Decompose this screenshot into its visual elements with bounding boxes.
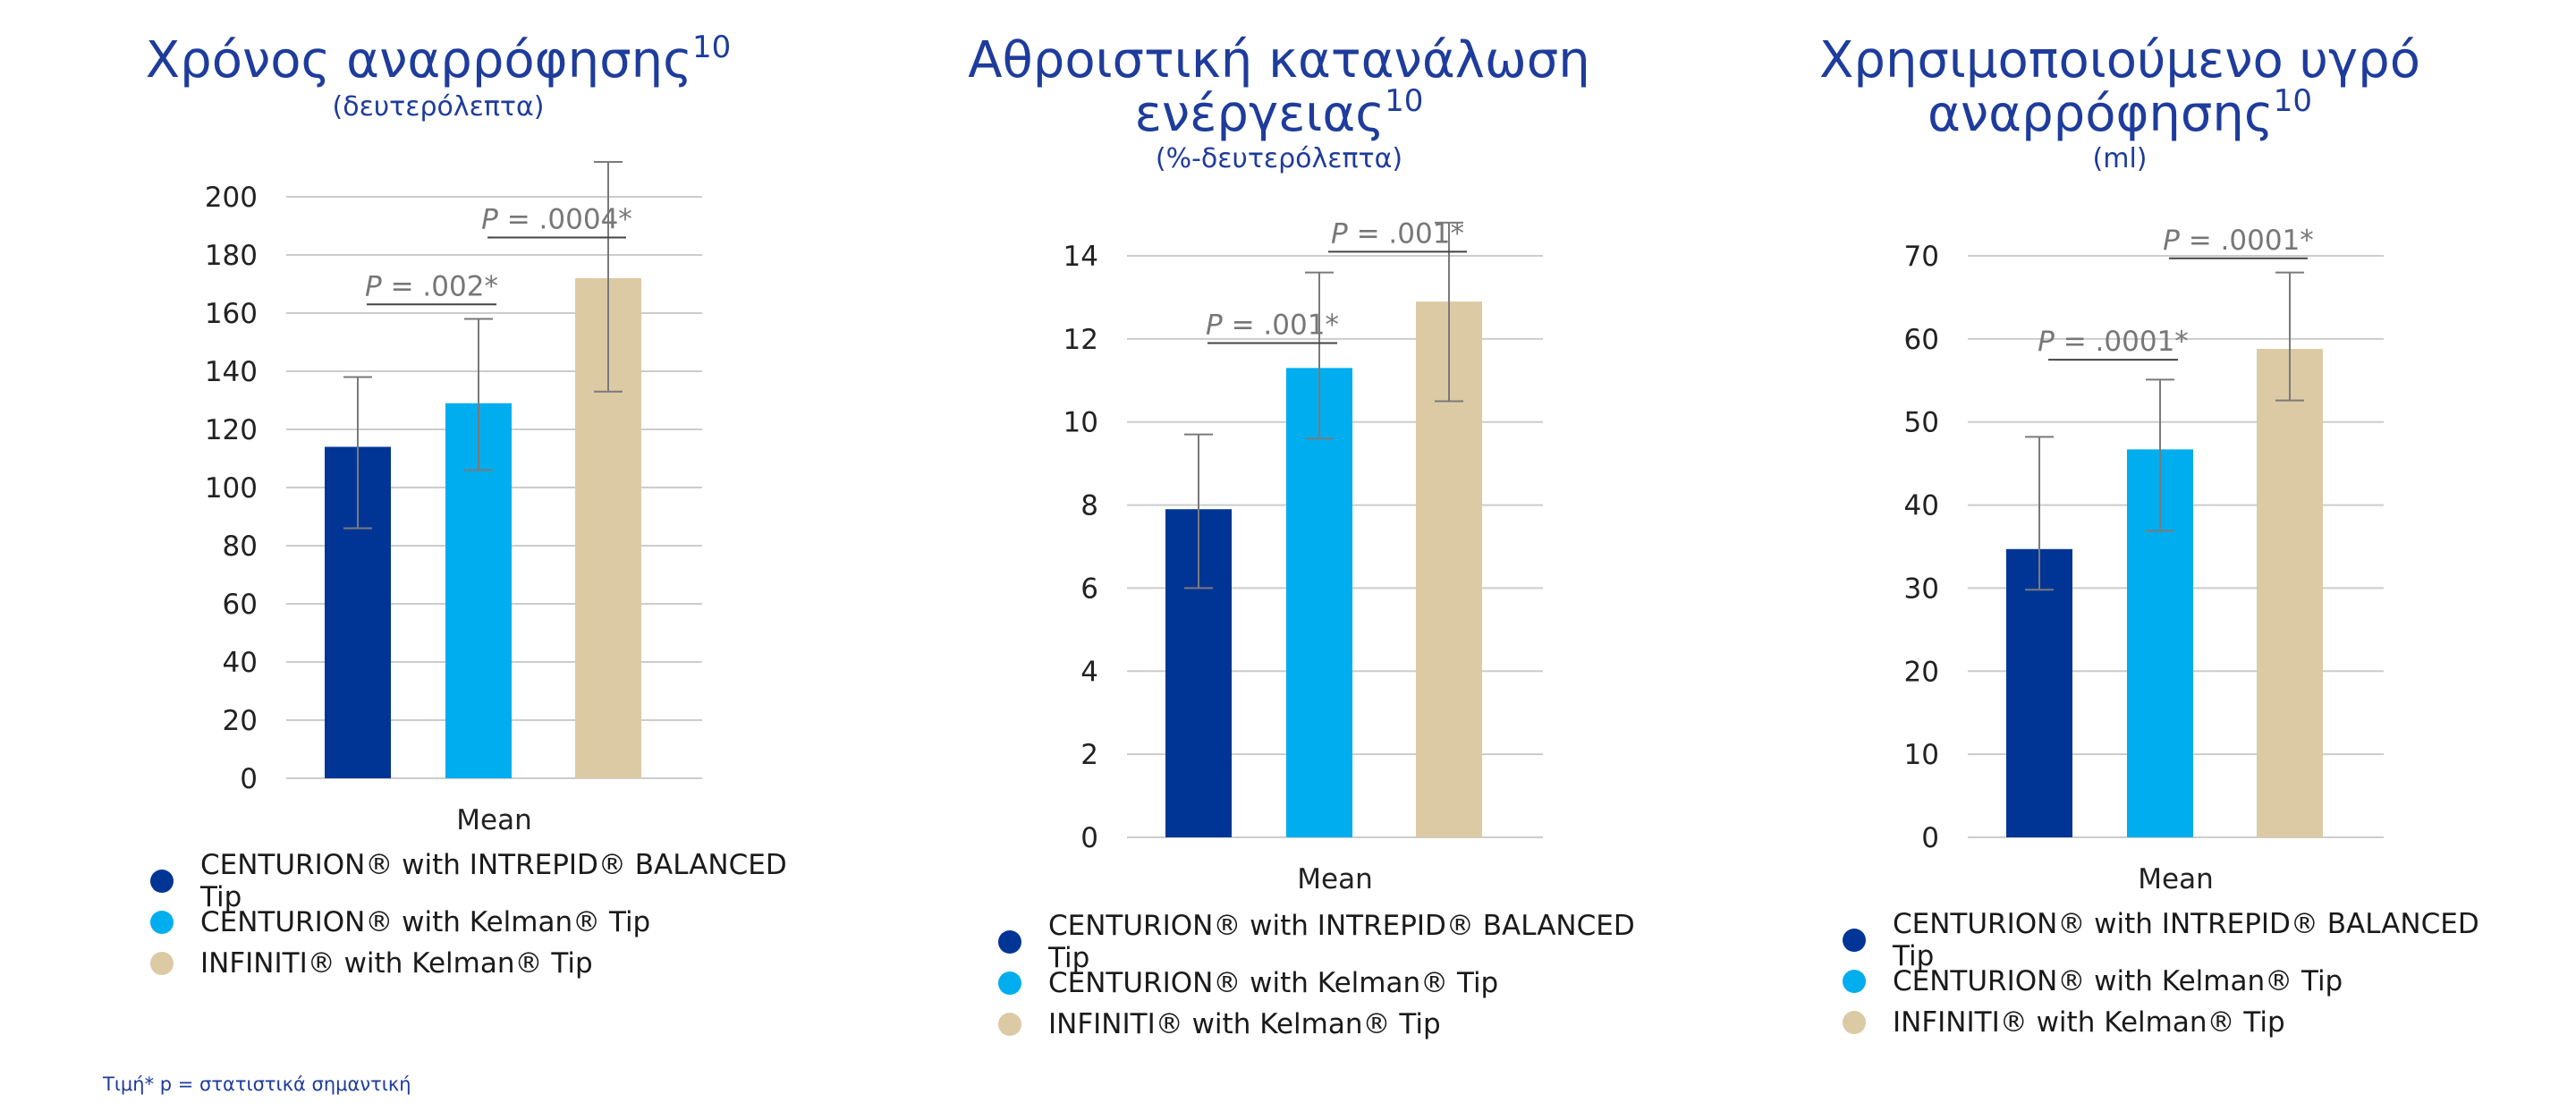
x-axis-label: Mean [1297, 863, 1372, 895]
legend-label: INFINITI® with Kelman® Tip [1048, 1008, 1441, 1040]
chart-unit: (δευτερόλεπτα) [332, 91, 545, 123]
bar [2006, 548, 2072, 837]
legend-item: INFINITI® with Kelman® Tip [150, 943, 805, 984]
bar [1286, 368, 1352, 837]
y-tick-label: 60 [223, 589, 258, 621]
legend-item: CENTURION® with Kelman® Tip [998, 963, 1646, 1004]
y-tick-label: 12 [1063, 324, 1098, 356]
bar-chart: 0 20 40 60 80 100 120 140 160 180 200 P = .002* P = … [205, 161, 702, 836]
legend-label: INFINITI® with Kelman® Tip [200, 947, 593, 980]
chart-legend: CENTURION® with INTREPID® BALANCED Tip CE… [150, 849, 805, 984]
footnote: Τιμή* p = στατιστικά σημαντική [103, 1073, 411, 1095]
legend-swatch [998, 930, 1021, 954]
legend-item: CENTURION® with Kelman® Tip [150, 902, 805, 943]
legend-label: CENTURION® with Kelman® Tip [1893, 965, 2343, 997]
reference-superscript: 10 [1385, 83, 1424, 119]
y-tick-label: 50 [1904, 407, 1939, 439]
y-tick-label: 0 [1080, 822, 1098, 854]
x-axis-label: Mean [2138, 863, 2213, 895]
chart-title-line: αναρρόφησης [1927, 85, 2274, 143]
legend-swatch [150, 911, 174, 934]
legend-swatch [1843, 1011, 1866, 1034]
legend-swatch [1843, 929, 1866, 952]
bar-chart: 0 10 20 30 40 50 60 70 P = .0001* P = .0001* Mean [1904, 225, 2384, 895]
legend-swatch [1843, 970, 1866, 993]
chart-panel-cumulative-energy: Αθροιστική κατανάλωση ενέργειας10 (%-δευ… [912, 0, 1646, 1073]
legend-swatch [150, 870, 174, 893]
y-tick-label: 140 [205, 356, 258, 388]
chart-title: Αθροιστική κατανάλωση ενέργειας10 [912, 34, 1646, 141]
p-value-label: P = .001* [1206, 310, 1339, 342]
chart-title-line: Χρόνος αναρρόφησης [145, 31, 692, 89]
x-axis-label: Mean [456, 804, 531, 836]
p-value-label: P = .001* [1331, 217, 1464, 250]
chart-title: Χρησιμοποιούμενο υγρό αναρρόφησης10 [1753, 34, 2487, 141]
y-tick-label: 0 [1921, 822, 1939, 854]
y-tick-label: 120 [205, 414, 258, 446]
legend-swatch [998, 1013, 1021, 1036]
reference-superscript: 10 [691, 30, 732, 65]
y-tick-label: 10 [1904, 739, 1939, 771]
chart-title-line: Χρησιμοποιούμενο υγρό [1819, 31, 2420, 89]
y-tick-label: 6 [1080, 573, 1098, 605]
legend-item: CENTURION® with INTREPID® BALANCED Tip [998, 910, 1646, 974]
y-tick-label: 100 [205, 472, 258, 505]
chart-title-line: Αθροιστική κατανάλωση [968, 31, 1590, 89]
y-tick-label: 160 [205, 298, 258, 330]
chart-panel-aspiration-time: Χρόνος αναρρόφησης10 (δευτερόλεπτα) 0 20 4… [72, 0, 805, 1073]
y-tick-label: 10 [1063, 407, 1098, 439]
y-tick-label: 0 [240, 763, 258, 795]
legend-item: CENTURION® with INTREPID® BALANCED Tip [1843, 908, 2487, 972]
y-tick-label: 70 [1904, 241, 1939, 273]
y-tick-label: 30 [1904, 573, 1939, 605]
y-tick-label: 4 [1080, 656, 1098, 688]
y-tick-label: 2 [1080, 739, 1098, 771]
y-tick-label: 20 [1904, 656, 1939, 688]
y-tick-label: 20 [223, 705, 258, 737]
y-tick-label: 200 [205, 182, 258, 214]
legend-item: INFINITI® with Kelman® Tip [1843, 1002, 2487, 1043]
legend-label: INFINITI® with Kelman® Tip [1893, 1006, 2285, 1039]
legend-label: CENTURION® with INTREPID® BALANCED Tip [1893, 908, 2479, 972]
legend-swatch [998, 971, 1021, 995]
chart-unit: (ml) [2092, 143, 2148, 174]
chart-title: Χρόνος αναρρόφησης10 [72, 31, 805, 89]
chart-unit: (%-δευτερόλεπτα) [1155, 143, 1403, 174]
legend-label: CENTURION® with INTREPID® BALANCED Tip [200, 849, 787, 913]
p-value-label: P = .002* [365, 270, 498, 302]
chart-legend: CENTURION® with INTREPID® BALANCED Tip CE… [1843, 908, 2487, 1043]
bar-chart: 0 2 4 6 8 10 12 14 P = .001* P = .001* Mean [1063, 217, 1543, 895]
legend-item: CENTURION® with INTREPID® BALANCED Tip [150, 849, 805, 913]
y-tick-label: 8 [1080, 490, 1098, 522]
reference-superscript: 10 [2273, 83, 2312, 119]
chart-panel-aspiration-fluid: Χρησιμοποιούμενο υγρό αναρρόφησης10 (ml)… [1753, 0, 2487, 1073]
legend-label: CENTURION® with Kelman® Tip [200, 906, 651, 938]
legend-item: CENTURION® with Kelman® Tip [1843, 961, 2487, 1002]
bar [2257, 349, 2323, 837]
legend-label: CENTURION® with Kelman® Tip [1048, 967, 1499, 999]
legend-swatch [150, 952, 174, 975]
chart-legend: CENTURION® with INTREPID® BALANCED Tip CE… [998, 910, 1646, 1045]
y-tick-label: 80 [223, 530, 258, 563]
chart-title-line: ενέργειας [1134, 85, 1385, 143]
y-tick-label: 40 [223, 647, 258, 679]
y-tick-label: 60 [1904, 324, 1939, 356]
p-value-label: P = .0001* [2163, 225, 2314, 257]
y-tick-label: 180 [205, 240, 258, 272]
y-tick-label: 40 [1904, 490, 1939, 522]
p-value-label: P = .0001* [2038, 326, 2189, 358]
y-tick-label: 14 [1063, 241, 1098, 273]
p-value-label: P = .0004* [481, 204, 632, 236]
legend-label: CENTURION® with INTREPID® BALANCED Tip [1048, 910, 1635, 974]
legend-item: INFINITI® with Kelman® Tip [998, 1004, 1646, 1045]
